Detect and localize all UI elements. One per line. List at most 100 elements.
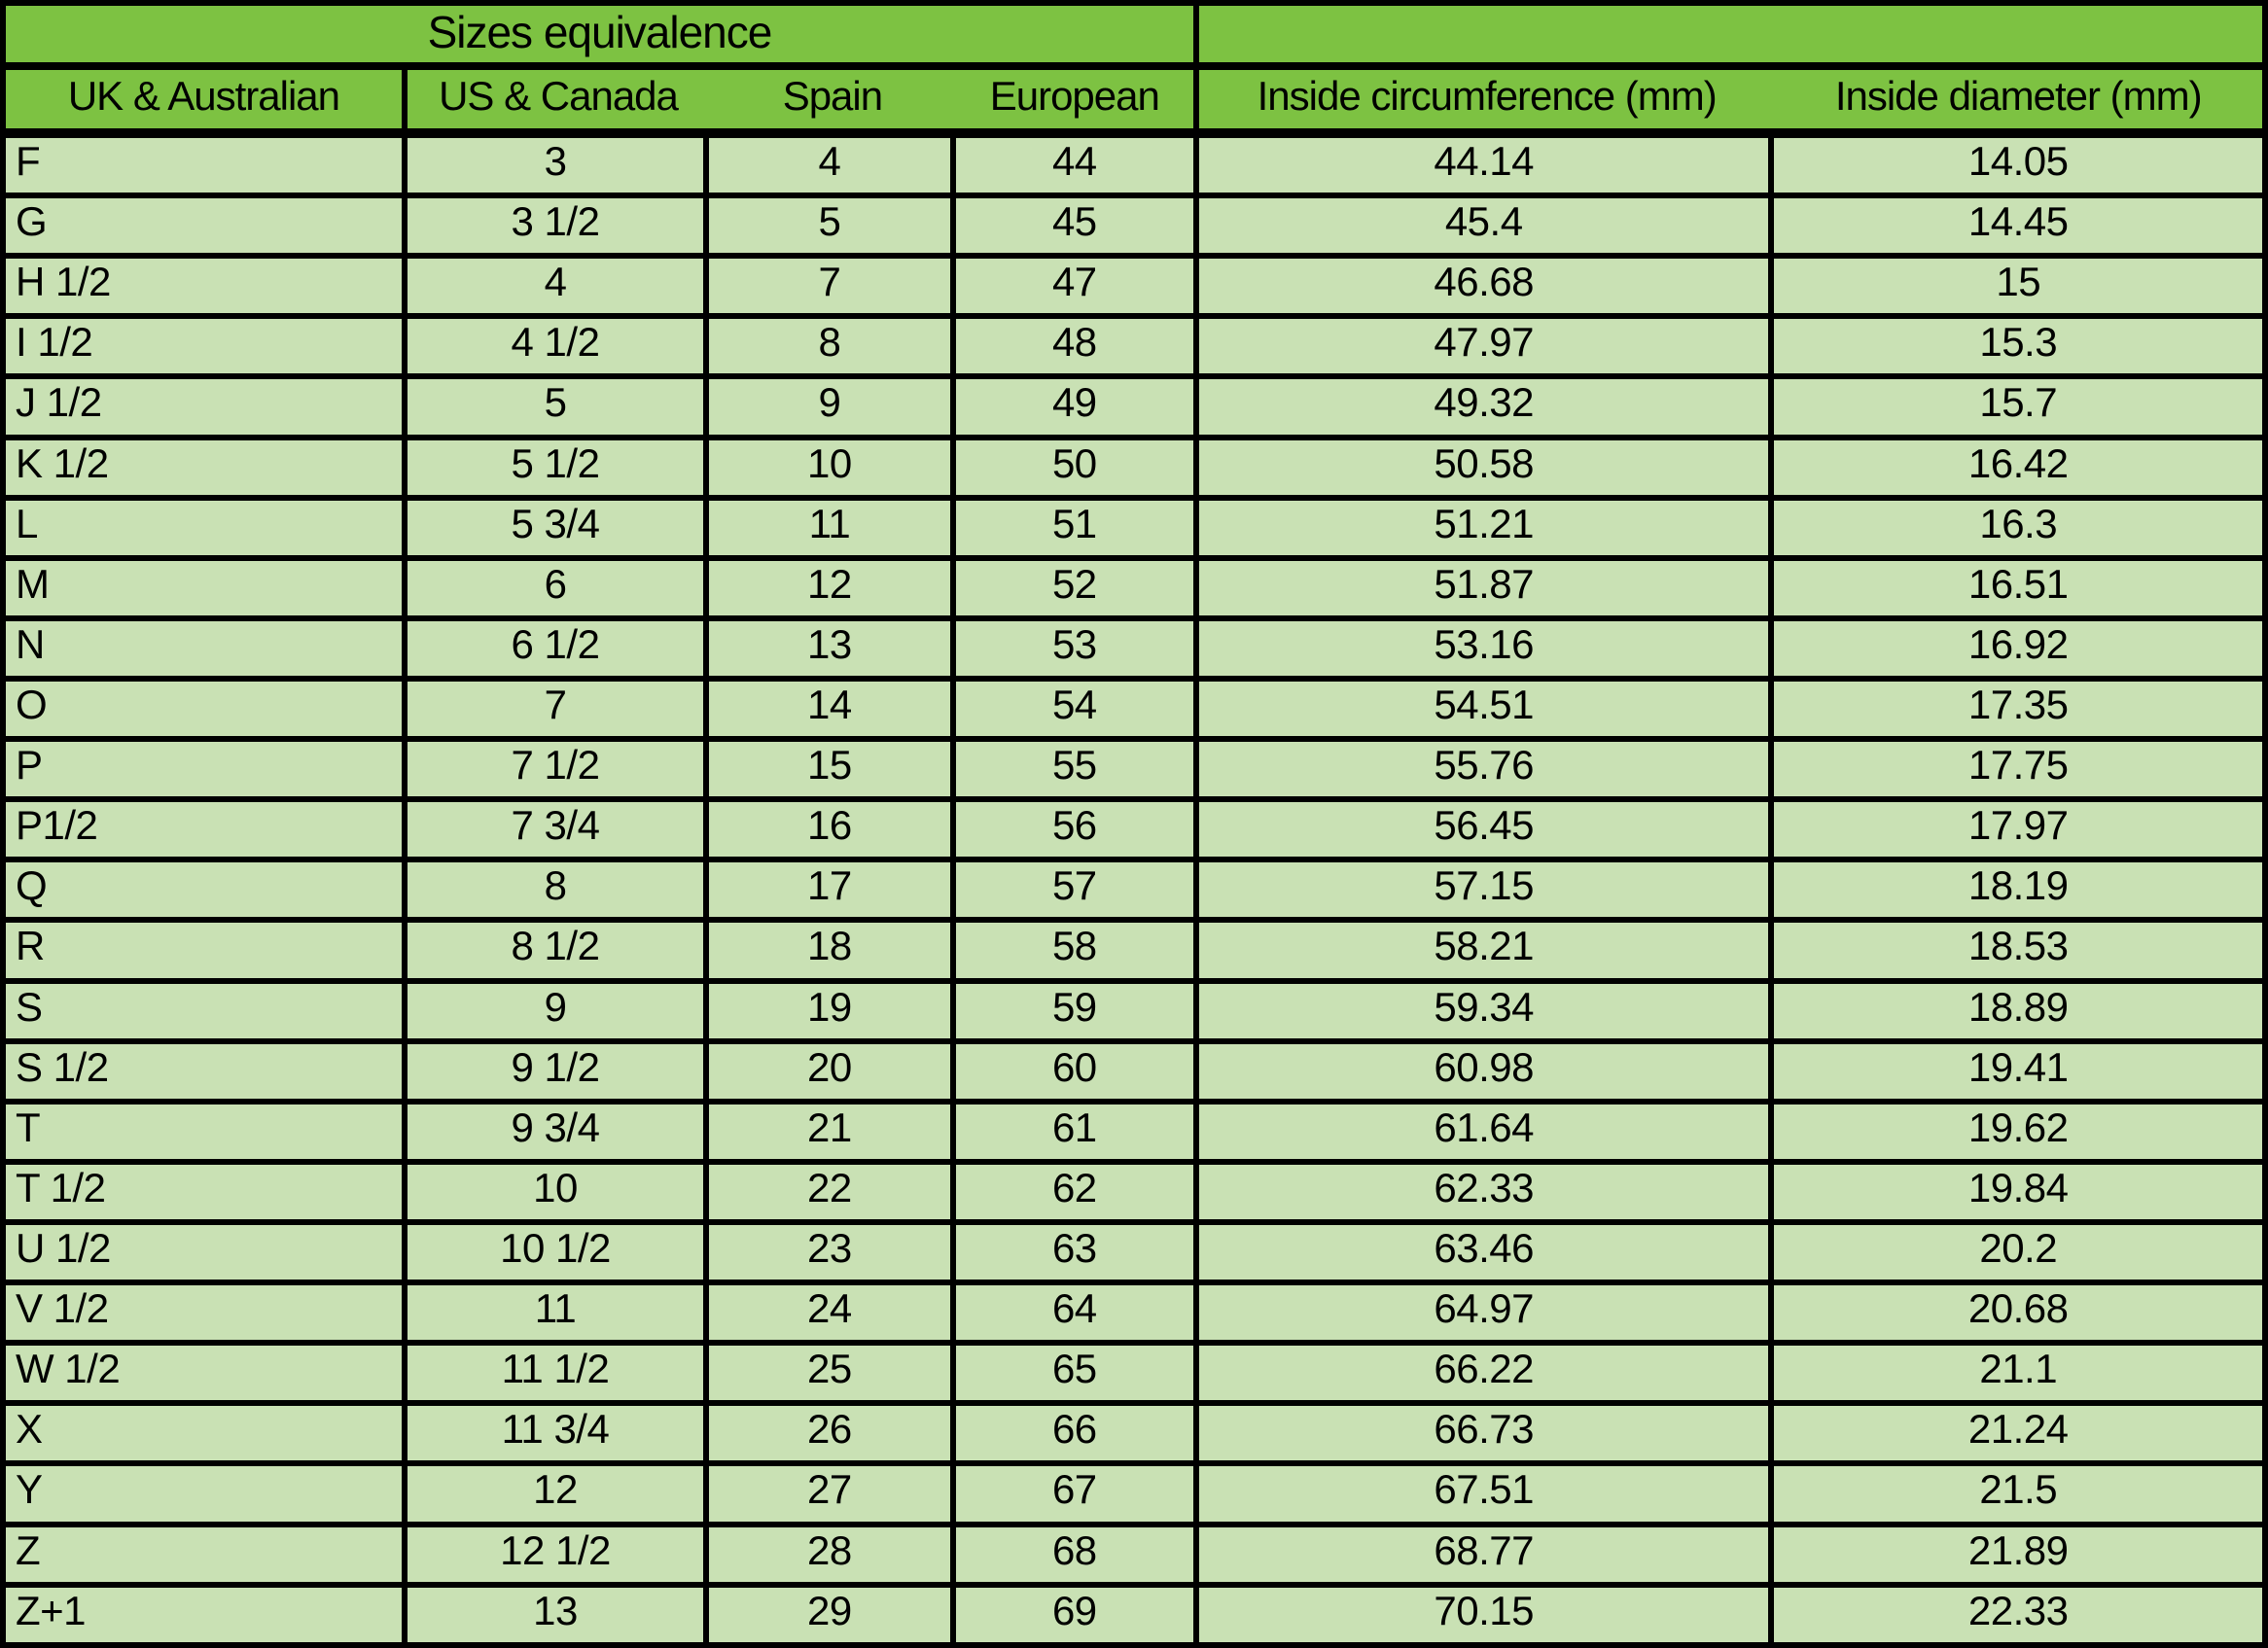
cell-european: 45	[955, 198, 1199, 260]
cell-spain: 18	[709, 923, 956, 984]
table-row: J 1/2 5 9 49 49.32 15.7	[6, 379, 2268, 440]
cell-inside-diameter: 17.75	[1774, 742, 2268, 803]
cell-us-canada: 5	[407, 379, 710, 440]
cell-inside-circumference: 59.34	[1198, 983, 1775, 1044]
cell-us-canada: 3 1/2	[407, 198, 710, 260]
cell-spain: 28	[709, 1526, 956, 1588]
table-row: S 1/2 9 1/2 20 60 60.98 19.41	[6, 1043, 2268, 1105]
column-header-us-canada: US & Canada	[407, 70, 710, 138]
cell-inside-diameter: 20.68	[1774, 1285, 2268, 1347]
cell-us-canada: 6	[407, 560, 710, 621]
column-header-inside-circumference: Inside circumference (mm)	[1198, 70, 1775, 138]
cell-inside-circumference: 53.16	[1198, 620, 1775, 682]
cell-european: 50	[955, 439, 1199, 501]
cell-inside-circumference: 67.51	[1198, 1466, 1775, 1527]
table-row: Y 12 27 67 67.51 21.5	[6, 1466, 2268, 1527]
cell-uk-australian: Y	[6, 1466, 408, 1527]
cell-us-canada: 8	[407, 862, 710, 924]
cell-uk-australian: T 1/2	[6, 1164, 408, 1225]
cell-european: 63	[955, 1224, 1199, 1286]
cell-inside-circumference: 57.15	[1198, 862, 1775, 924]
cell-inside-diameter: 21.89	[1774, 1526, 2268, 1588]
cell-uk-australian: H 1/2	[6, 259, 408, 320]
table-row: X 11 3/4 26 66 66.73 21.24	[6, 1406, 2268, 1467]
cell-inside-circumference: 68.77	[1198, 1526, 1775, 1588]
cell-inside-circumference: 50.58	[1198, 439, 1775, 501]
table-row: S 9 19 59 59.34 18.89	[6, 983, 2268, 1044]
cell-uk-australian: P1/2	[6, 802, 408, 863]
cell-european: 54	[955, 681, 1199, 743]
cell-us-canada: 4	[407, 259, 710, 320]
cell-us-canada: 5 1/2	[407, 439, 710, 501]
cell-uk-australian: S 1/2	[6, 1043, 408, 1105]
cell-inside-circumference: 46.68	[1198, 259, 1775, 320]
cell-inside-diameter: 18.89	[1774, 983, 2268, 1044]
cell-european: 62	[955, 1164, 1199, 1225]
cell-european: 65	[955, 1346, 1199, 1407]
cell-inside-circumference: 54.51	[1198, 681, 1775, 743]
cell-european: 69	[955, 1587, 1199, 1648]
cell-european: 56	[955, 802, 1199, 863]
cell-spain: 4	[709, 138, 956, 199]
cell-european: 67	[955, 1466, 1199, 1527]
cell-uk-australian: J 1/2	[6, 379, 408, 440]
cell-spain: 5	[709, 198, 956, 260]
cell-inside-diameter: 21.5	[1774, 1466, 2268, 1527]
cell-inside-circumference: 56.45	[1198, 802, 1775, 863]
table-row: Z 12 1/2 28 68 68.77 21.89	[6, 1526, 2268, 1588]
column-header-spain: Spain	[709, 70, 956, 138]
cell-spain: 15	[709, 742, 956, 803]
column-header-inside-diameter: Inside diameter (mm)	[1774, 70, 2268, 138]
cell-uk-australian: N	[6, 620, 408, 682]
cell-uk-australian: I 1/2	[6, 319, 408, 380]
cell-european: 66	[955, 1406, 1199, 1467]
cell-uk-australian: Z+1	[6, 1587, 408, 1648]
table-row: V 1/2 11 24 64 64.97 20.68	[6, 1285, 2268, 1347]
cell-european: 47	[955, 259, 1199, 320]
cell-uk-australian: W 1/2	[6, 1346, 408, 1407]
cell-uk-australian: P	[6, 742, 408, 803]
cell-spain: 26	[709, 1406, 956, 1467]
cell-inside-circumference: 58.21	[1198, 923, 1775, 984]
cell-us-canada: 3	[407, 138, 710, 199]
cell-spain: 16	[709, 802, 956, 863]
table-row: H 1/2 4 7 47 46.68 15	[6, 259, 2268, 320]
cell-inside-circumference: 51.87	[1198, 560, 1775, 621]
cell-spain: 25	[709, 1346, 956, 1407]
cell-inside-diameter: 15.7	[1774, 379, 2268, 440]
cell-spain: 27	[709, 1466, 956, 1527]
cell-spain: 21	[709, 1104, 956, 1165]
cell-inside-circumference: 70.15	[1198, 1587, 1775, 1648]
cell-inside-diameter: 22.33	[1774, 1587, 2268, 1648]
cell-uk-australian: Q	[6, 862, 408, 924]
cell-inside-diameter: 17.35	[1774, 681, 2268, 743]
table-title: Sizes equivalence	[6, 6, 1199, 70]
table-row: Z+1 13 29 69 70.15 22.33	[6, 1587, 2268, 1648]
title-row: Sizes equivalence	[6, 6, 2268, 70]
cell-us-canada: 6 1/2	[407, 620, 710, 682]
cell-inside-diameter: 16.42	[1774, 439, 2268, 501]
cell-european: 53	[955, 620, 1199, 682]
cell-uk-australian: S	[6, 983, 408, 1044]
cell-inside-circumference: 44.14	[1198, 138, 1775, 199]
cell-us-canada: 13	[407, 1587, 710, 1648]
cell-uk-australian: T	[6, 1104, 408, 1165]
cell-inside-diameter: 18.53	[1774, 923, 2268, 984]
cell-inside-circumference: 61.64	[1198, 1104, 1775, 1165]
cell-european: 55	[955, 742, 1199, 803]
cell-spain: 24	[709, 1285, 956, 1347]
cell-inside-diameter: 16.51	[1774, 560, 2268, 621]
cell-spain: 23	[709, 1224, 956, 1286]
cell-european: 60	[955, 1043, 1199, 1105]
cell-european: 52	[955, 560, 1199, 621]
cell-us-canada: 12 1/2	[407, 1526, 710, 1588]
cell-european: 44	[955, 138, 1199, 199]
cell-inside-circumference: 60.98	[1198, 1043, 1775, 1105]
cell-us-canada: 10 1/2	[407, 1224, 710, 1286]
